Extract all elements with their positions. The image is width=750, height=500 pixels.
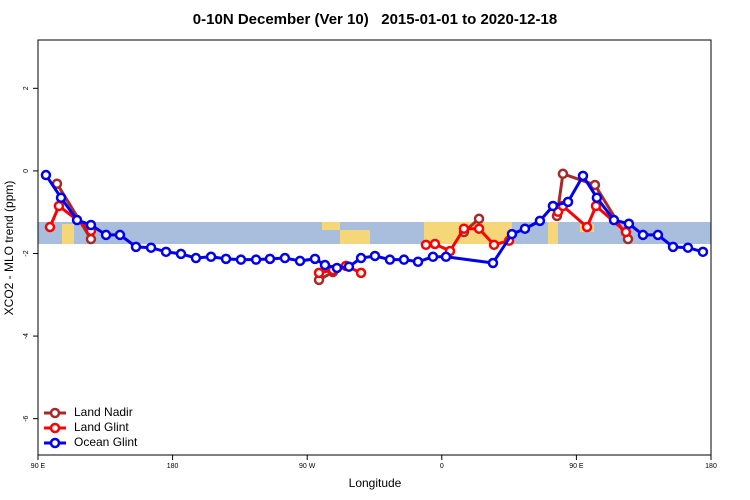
data-point [547, 200, 559, 212]
data-point [652, 229, 664, 241]
data-point [220, 253, 232, 265]
data-point [145, 242, 157, 253]
x-tick-label: 90 E [31, 463, 46, 470]
x-tick-label: 90 W [299, 463, 316, 470]
data-point [519, 223, 531, 234]
data-point [319, 259, 331, 271]
data-point [591, 192, 603, 203]
x-tick-label: 0 [440, 463, 444, 470]
legend-label: Ocean Glint [74, 435, 138, 449]
data-point [130, 241, 142, 253]
legend-label: Land Nadir [74, 405, 133, 419]
data-point [458, 223, 470, 234]
data-point [577, 170, 589, 182]
chart-title: 0-10N December (Ver 10) 2015-01-01 to 20… [193, 11, 557, 28]
x-tick-label: 90 E [569, 463, 584, 470]
data-point [557, 168, 569, 180]
data-point [473, 223, 485, 234]
y-tick-label: -6 [23, 415, 30, 421]
series-line [55, 171, 630, 282]
land-patch [548, 222, 558, 244]
data-point [473, 213, 485, 225]
data-point [294, 255, 306, 267]
data-point [682, 242, 694, 253]
data-point [384, 254, 396, 265]
data-point [369, 250, 381, 262]
data-point [562, 196, 574, 208]
y-tick-label: -4 [23, 333, 30, 339]
land-patch [62, 224, 74, 244]
data-point [412, 256, 424, 267]
ocean-band [38, 222, 711, 244]
data-point [71, 214, 83, 226]
data-point [667, 241, 679, 253]
land-patch [340, 230, 370, 244]
data-point [429, 238, 441, 250]
x-axis-label: Longitude [349, 476, 402, 490]
data-point [534, 215, 546, 227]
data-point [355, 252, 367, 264]
data-point [506, 228, 518, 240]
data-point [581, 221, 593, 233]
data-point [279, 252, 291, 264]
data-point [398, 254, 410, 265]
data-point [175, 248, 187, 260]
data-point [55, 192, 67, 203]
data-point [440, 251, 452, 263]
data-point [697, 246, 709, 258]
data-point [420, 239, 432, 251]
data-point [85, 233, 97, 245]
data-point [205, 251, 217, 263]
data-point [608, 214, 620, 226]
data-point [590, 200, 602, 212]
data-point [100, 229, 112, 241]
data-point [250, 254, 262, 265]
data-point [160, 246, 172, 258]
legend-marker [49, 437, 61, 449]
data-point [235, 254, 247, 265]
legend-label: Land Glint [74, 420, 129, 434]
data-point [40, 169, 52, 181]
land-patch [322, 222, 340, 230]
y-tick-label: 0 [23, 169, 30, 173]
data-point [44, 221, 56, 233]
data-point [427, 251, 439, 263]
x-tick-label: 180 [167, 463, 179, 470]
data-point [343, 261, 355, 272]
y-axis-label: XCO2 - MLO trend (ppm) [2, 181, 16, 316]
data-point [620, 226, 632, 238]
data-point [313, 267, 325, 279]
data-point [487, 257, 499, 269]
plot-frame [37, 39, 712, 456]
y-tick-label: -2 [23, 250, 30, 256]
map-band [38, 222, 711, 244]
data-point [331, 262, 343, 274]
data-point [623, 218, 635, 230]
data-point [589, 179, 601, 191]
data-point [85, 219, 97, 231]
data-point [53, 200, 65, 212]
y-tick-label: 2 [23, 86, 30, 90]
data-point [264, 253, 276, 265]
legend-marker [49, 407, 61, 419]
legend-marker [49, 422, 61, 434]
x-tick-label: 180 [705, 463, 717, 470]
data-point [114, 229, 126, 241]
data-point [355, 267, 367, 279]
data-point [309, 253, 321, 265]
data-point [637, 229, 649, 241]
data-point [488, 239, 500, 251]
data-point [190, 252, 202, 264]
